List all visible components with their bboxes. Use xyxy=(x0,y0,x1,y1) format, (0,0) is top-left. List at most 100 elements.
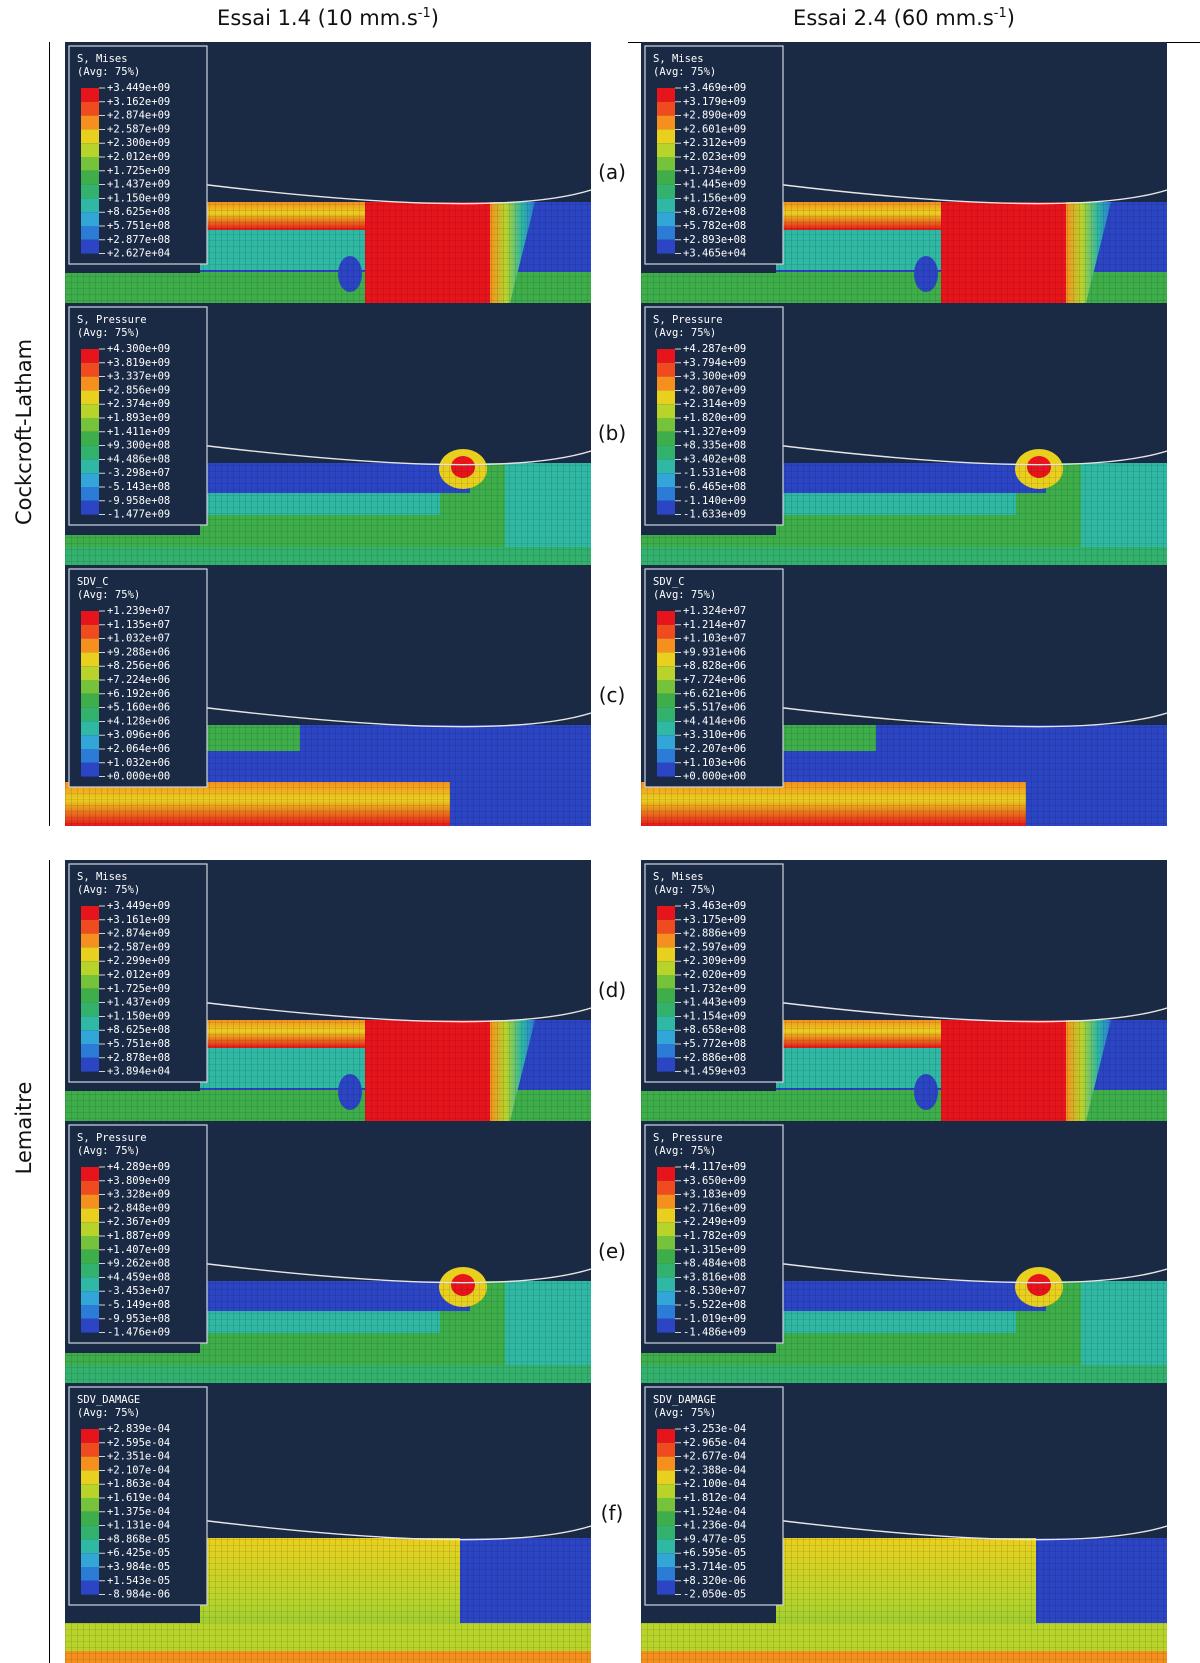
legend-swatch xyxy=(81,1194,99,1209)
legend-swatch xyxy=(81,198,99,213)
legend-value: +2.374e+09 xyxy=(107,398,170,410)
legend-value: +3.449e+09 xyxy=(107,82,170,94)
legend-swatch xyxy=(657,88,675,102)
legend-value: +1.239e+07 xyxy=(107,605,170,617)
legend-value: -5.143e+08 xyxy=(107,481,170,493)
legend-value: +9.300e+08 xyxy=(107,440,170,452)
legend-value: +1.150e+09 xyxy=(107,1010,170,1022)
legend-swatch xyxy=(81,1470,99,1485)
legend-value: -5.149e+08 xyxy=(107,1299,170,1311)
legend-value: +1.156e+09 xyxy=(683,192,746,204)
legend-swatch xyxy=(657,975,675,989)
legend-value: +9.288e+06 xyxy=(107,646,170,658)
legend-value: +2.886e+09 xyxy=(683,928,746,940)
legend-value: +2.848e+09 xyxy=(107,1202,170,1214)
legend-value: +8.658e+08 xyxy=(683,1024,746,1036)
legend-value: -1.476e+09 xyxy=(107,1327,170,1339)
legend-subtitle: (Avg: 75%) xyxy=(653,1145,716,1157)
contour-plot: S, Pressure(Avg: 75%) +4.117e+09 +3.650e+0… xyxy=(641,1124,1167,1383)
legend-value: +1.407e+09 xyxy=(107,1244,170,1256)
legend-value: -1.140e+09 xyxy=(683,495,746,507)
legend-swatch xyxy=(657,680,675,694)
legend-swatch xyxy=(81,404,99,418)
legend-value: +5.772e+08 xyxy=(683,1038,746,1050)
legend-swatch xyxy=(81,349,99,363)
legend-value: +1.887e+09 xyxy=(107,1230,170,1242)
row-label: (e) xyxy=(598,1239,626,1263)
legend-swatch xyxy=(81,362,99,377)
legend-title: SDV_DAMAGE xyxy=(77,1394,140,1406)
legend-value: +8.625e+08 xyxy=(107,1024,170,1036)
contour-panel: SDV_DAMAGE (Avg: 75%) +2.839e-04 +2.595e-04… xyxy=(65,1383,591,1663)
legend-value: +2.839e-04 xyxy=(107,1423,170,1435)
contour-plot: S, Mises(Avg: 75%) +3.449e+09 +3.161e+09 +2… xyxy=(65,863,591,1121)
legend-swatch xyxy=(657,170,675,185)
legend-swatch xyxy=(81,1030,99,1044)
contour-panel: SDV_C (Avg: 75%) +1.324e+07 +1.214e+07 +1.10… xyxy=(641,565,1167,826)
contour-plot: S, Mises(Avg: 75%) +3.449e+09 +3.162e+09 +2… xyxy=(65,45,591,303)
legend-value: +1.236e-04 xyxy=(683,1520,746,1532)
legend-value: +2.893e+08 xyxy=(683,234,746,246)
legend-value: +4.414e+06 xyxy=(683,715,746,727)
legend-value: +4.287e+09 xyxy=(683,343,746,355)
legend-swatch xyxy=(81,611,99,625)
legend-swatch xyxy=(81,500,99,515)
header-text: Essai 1.4 (10 mm.s xyxy=(217,6,418,30)
legend-value: +2.856e+09 xyxy=(107,384,170,396)
legend-value: +3.463e+09 xyxy=(683,900,746,912)
legend-swatch xyxy=(657,707,675,722)
header-text: Essai 2.4 (60 mm.s xyxy=(793,6,994,30)
legend-swatch xyxy=(81,1291,99,1305)
legend-value: -6.465e+08 xyxy=(683,481,746,493)
legend-value: +1.135e+07 xyxy=(107,619,170,631)
legend-value: +9.262e+08 xyxy=(107,1258,170,1270)
contour-plot: S, Pressure(Avg: 75%) +4.287e+09 +3.794e+0… xyxy=(641,306,1167,565)
legend-title: SDV_DAMAGE xyxy=(653,1394,716,1406)
legend-swatch xyxy=(657,1236,675,1250)
legend-swatch xyxy=(81,1208,99,1223)
legend-swatch xyxy=(81,1180,99,1195)
legend-swatch xyxy=(657,1249,675,1264)
legend-title: S, Pressure xyxy=(653,314,723,326)
legend-value: +6.595e-05 xyxy=(683,1547,746,1559)
legend-swatch xyxy=(657,1429,675,1443)
legend-value: +2.312e+09 xyxy=(683,137,746,149)
legend-value: -8.984e-06 xyxy=(107,1589,170,1601)
row-label: (d) xyxy=(597,978,627,1002)
legend-swatch xyxy=(657,487,675,501)
legend-subtitle: (Avg: 75%) xyxy=(77,589,140,601)
legend-subtitle: (Avg: 75%) xyxy=(653,1407,716,1419)
legend-value: +2.716e+09 xyxy=(683,1202,746,1214)
legend-swatch xyxy=(657,961,675,975)
legend-value: -8.530e+07 xyxy=(683,1285,746,1297)
legend-value: +1.459e+03 xyxy=(683,1066,746,1078)
legend-swatch xyxy=(81,1277,99,1292)
contour-plot: SDV_C(Avg: 75%) +1.239e+07 +1.135e+07 +1.03… xyxy=(65,568,591,826)
legend-swatch xyxy=(81,1222,99,1236)
legend-swatch xyxy=(657,1318,675,1333)
contour-panel: S, Pressure (Avg: 75%) +4.300e+09 +3.819e+0… xyxy=(65,303,591,565)
legend-value: +1.734e+09 xyxy=(683,165,746,177)
legend-value: +2.874e+09 xyxy=(107,928,170,940)
row-label: (c) xyxy=(598,683,626,707)
legend-swatch xyxy=(81,390,99,405)
legend-value: +2.597e+09 xyxy=(683,941,746,953)
legend-swatch xyxy=(657,1484,675,1498)
legend-subtitle: (Avg: 75%) xyxy=(653,66,716,78)
legend-swatch xyxy=(657,390,675,405)
tool-arc xyxy=(199,1519,591,1541)
legend-value: +2.601e+09 xyxy=(683,123,746,135)
contour-panel: S, Pressure (Avg: 75%) +4.289e+09 +3.809e+0… xyxy=(65,1121,591,1383)
legend-value: -5.522e+08 xyxy=(683,1299,746,1311)
legend-value: +3.469e+09 xyxy=(683,82,746,94)
legend-swatch xyxy=(81,652,99,667)
legend-swatch xyxy=(657,1180,675,1195)
legend-swatch xyxy=(657,762,675,777)
legend-value: +8.828e+06 xyxy=(683,660,746,672)
legend-value: +6.192e+06 xyxy=(107,688,170,700)
legend-value: +3.310e+06 xyxy=(683,729,746,741)
legend-swatch xyxy=(81,418,99,432)
contour-panel: S, Pressure (Avg: 75%) +4.287e+09 +3.794e+0… xyxy=(641,303,1167,565)
legend-value: +1.893e+09 xyxy=(107,412,170,424)
